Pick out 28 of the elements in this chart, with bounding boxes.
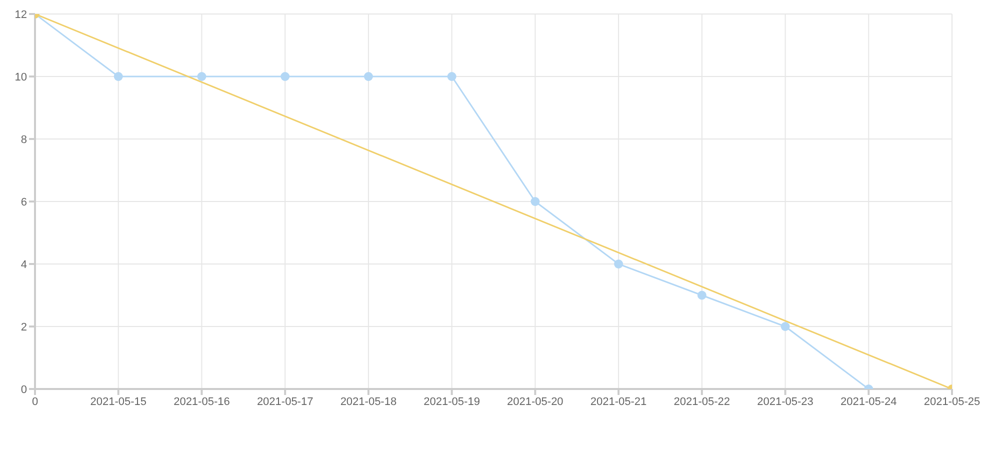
point xyxy=(280,72,290,81)
x-tick-label: 0 xyxy=(32,396,38,408)
x-tick-label: 2021-05-20 xyxy=(507,396,564,408)
x-tick-label: 2021-05-19 xyxy=(424,396,480,408)
point xyxy=(780,322,790,331)
x-tick-label: 2021-05-16 xyxy=(174,396,230,408)
y-tick-label: 8 xyxy=(20,134,27,146)
x-tick-label: 2021-05-25 xyxy=(924,396,980,408)
x-tick-label: 2021-05-18 xyxy=(340,396,397,408)
y-tick-label: 10 xyxy=(14,71,27,84)
y-tick-label: 6 xyxy=(20,196,27,208)
x-tick-label: 2021-05-22 xyxy=(674,396,730,408)
y-tick-label: 12 xyxy=(14,8,27,21)
point xyxy=(697,290,706,300)
point xyxy=(364,72,373,81)
y-tick-label: 0 xyxy=(20,384,27,396)
x-tick-label: 2021-05-23 xyxy=(757,396,814,408)
y-tick-label: 2 xyxy=(20,321,27,334)
point xyxy=(447,72,456,81)
point xyxy=(114,72,123,81)
point xyxy=(614,260,624,268)
x-tick-label: 2021-05-15 xyxy=(90,396,147,408)
x-tick-label: 2021-05-24 xyxy=(840,396,897,408)
x-tick-label: 2021-05-17 xyxy=(256,396,314,408)
y-tick-label: 4 xyxy=(20,258,27,271)
point xyxy=(197,72,206,81)
x-tick-label: 2021-05-21 xyxy=(590,396,647,408)
point xyxy=(530,197,540,206)
